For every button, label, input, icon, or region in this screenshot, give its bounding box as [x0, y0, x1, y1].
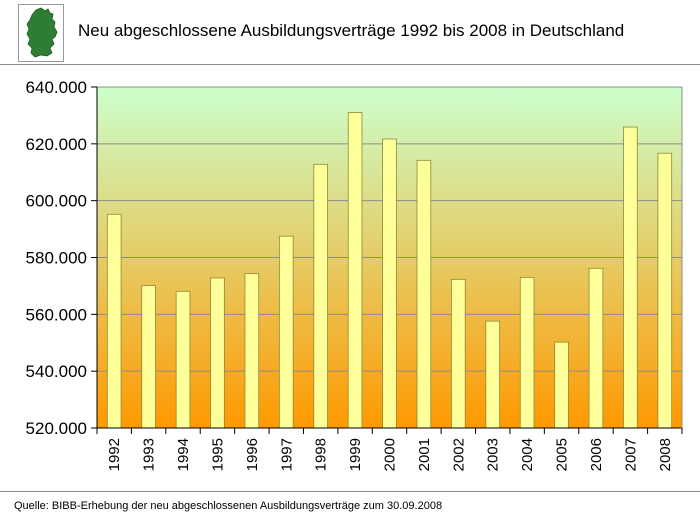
bar-2006	[588, 267, 604, 429]
bar-1997	[278, 235, 294, 429]
x-tick-label: 2007	[622, 438, 639, 471]
x-tick-label: 2005	[554, 438, 571, 471]
x-tick-label: 2008	[657, 438, 674, 471]
source-note: Quelle: BIBB-Erhebung der neu abgeschlos…	[14, 500, 443, 512]
chart-title: Neu abgeschlossene Ausbildungsverträge 1…	[78, 21, 625, 40]
x-tick-label: 1996	[244, 438, 261, 471]
bars	[96, 112, 683, 434]
x-tick-label: 2000	[382, 438, 399, 471]
bar-1992	[106, 213, 122, 429]
x-tick-label: 1994	[175, 438, 192, 471]
x-tick-label: 1999	[347, 438, 364, 471]
y-tick-label: 640.000	[26, 78, 87, 97]
bar-1998	[313, 163, 328, 429]
y-tick-label: 560.000	[26, 305, 87, 324]
y-tick-label: 540.000	[26, 362, 87, 381]
y-tick-label: 620.000	[26, 135, 87, 154]
x-tick-label: 2003	[485, 438, 502, 471]
y-tick-labels: 520.000 540.000 560.000 580.000 600.000 620.0…	[26, 78, 87, 438]
bar-1999	[347, 112, 363, 429]
bar-2001	[416, 159, 432, 429]
bar-2000	[382, 138, 397, 429]
bar-1995	[210, 277, 225, 429]
bar-2002	[451, 278, 466, 429]
x-tick-label: 1993	[141, 438, 158, 471]
bar-2008	[657, 152, 673, 429]
bar-2005	[554, 341, 569, 429]
y-tick-label: 600.000	[26, 192, 87, 211]
bar-1994	[175, 290, 191, 429]
bar-chart: 520.000 540.000 560.000 580.000 600.000 620.0…	[26, 78, 683, 471]
x-tick-labels: 1992 1993 1994 1995 1996 1997 1998 1999 2000 2001…	[106, 438, 674, 471]
x-tick-label: 1998	[313, 438, 330, 471]
bar-1996	[244, 273, 260, 429]
logo	[18, 4, 64, 62]
bar-2007	[623, 126, 638, 429]
x-tick-label: 2006	[588, 438, 605, 471]
x-tick-label: 1995	[209, 438, 226, 471]
y-tick-label: 520.000	[26, 419, 87, 438]
header: Neu abgeschlossene Ausbildungsverträge 1…	[0, 0, 700, 64]
bar-1993	[141, 285, 156, 429]
x-tick-label: 2001	[416, 438, 433, 471]
axes	[96, 87, 683, 429]
x-tick-label: 1992	[106, 438, 123, 471]
header-divider	[0, 64, 700, 65]
footer-divider	[0, 491, 700, 492]
y-tick-label: 580.000	[26, 249, 87, 268]
germany-map-icon	[26, 7, 58, 58]
bar-2003	[485, 320, 501, 429]
x-tick-label: 1997	[278, 438, 295, 471]
bar-2004	[519, 276, 535, 429]
x-tick-label: 2004	[519, 438, 536, 471]
x-tick-label: 2002	[450, 438, 467, 471]
